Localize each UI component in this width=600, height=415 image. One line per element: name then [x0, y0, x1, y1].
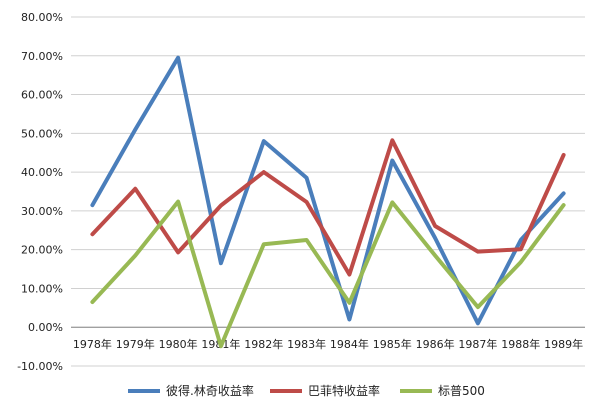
x-tick-label: 1987年	[458, 337, 497, 351]
series-lines	[90, 55, 566, 349]
y-tick-label: 60.00%	[21, 89, 63, 102]
gridlines	[71, 16, 585, 367]
x-tick-label: 1982年	[244, 337, 283, 351]
x-tick-label: 1989年	[544, 337, 583, 351]
x-tick-label: 1983年	[287, 337, 326, 351]
legend-label: 标普500	[438, 384, 485, 398]
y-tick-label: 40.00%	[21, 166, 63, 179]
x-tick-label: 1979年	[116, 337, 155, 351]
series-line-2	[90, 138, 566, 277]
y-tick-label: 70.00%	[21, 50, 63, 63]
x-tick-label: 1978年	[73, 337, 112, 351]
x-tick-label: 1988年	[501, 337, 540, 351]
y-tick-label: -10.00%	[17, 360, 63, 373]
legend-label: 巴菲特收益率	[308, 383, 380, 398]
x-tick-label: 1984年	[330, 337, 369, 351]
x-axis-ticks: 1978年 1979年 1980年 1981年 1982年 1983年 1984年 1985年…	[73, 337, 583, 351]
y-tick-label: 0.00%	[28, 321, 63, 334]
x-tick-label: 1986年	[416, 337, 455, 351]
y-tick-label: 20.00%	[21, 244, 63, 257]
series-line-1	[90, 55, 566, 326]
x-tick-label: 1985年	[373, 337, 412, 351]
legend-label: 彼得.林奇收益率	[166, 383, 254, 398]
y-tick-label: 50.00%	[21, 127, 63, 140]
y-axis-ticks: 80.00% 70.00% 60.00% 50.00% 40.00% 30.00% 20.0…	[17, 11, 63, 373]
y-tick-label: 10.00%	[21, 282, 63, 295]
y-tick-label: 30.00%	[21, 205, 63, 218]
y-tick-label: 80.00%	[21, 11, 63, 24]
series-line-3	[90, 199, 566, 349]
legend: 彼得.林奇收益率 巴菲特收益率 标普500	[128, 383, 485, 398]
x-tick-label: 1980年	[159, 337, 198, 351]
